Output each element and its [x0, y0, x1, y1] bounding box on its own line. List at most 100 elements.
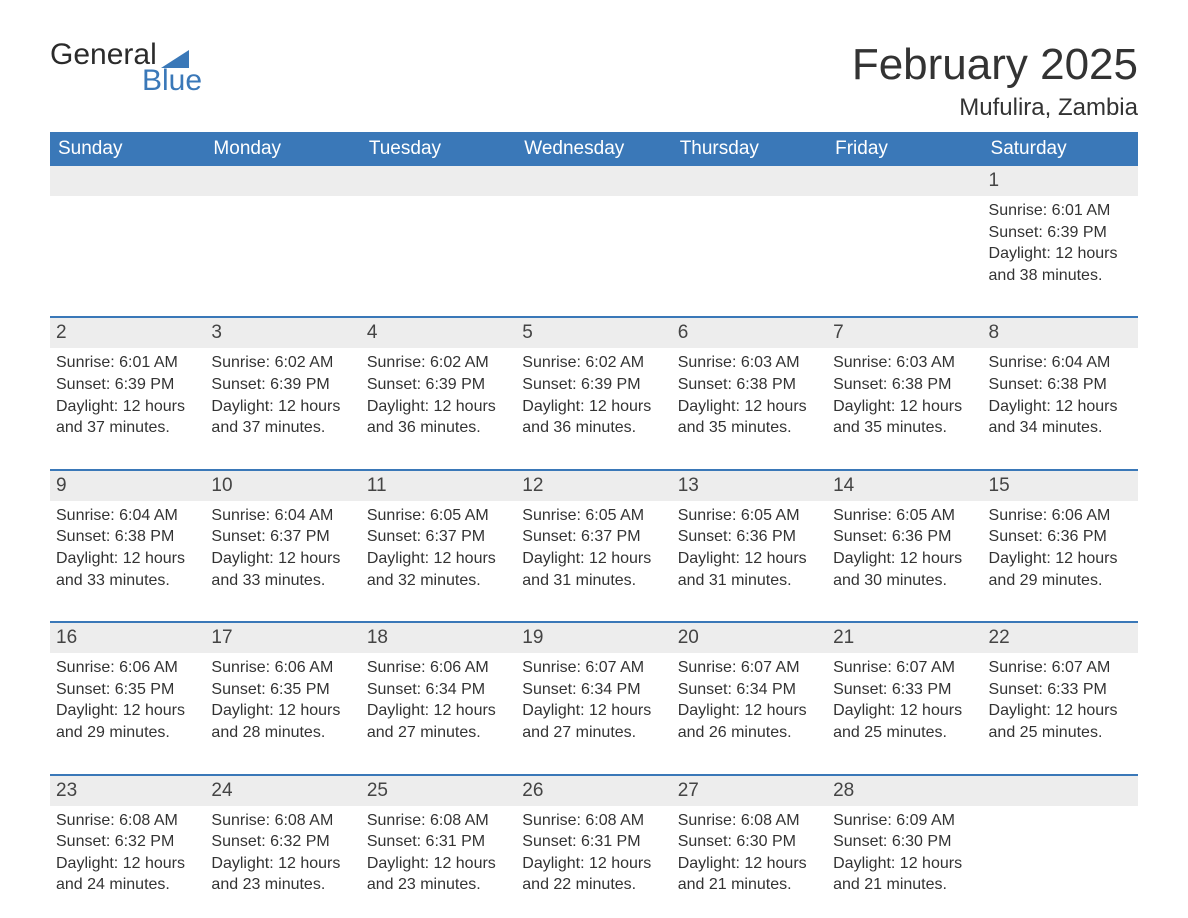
sunset-text: Sunset: 6:37 PM [211, 526, 354, 548]
day-number: 27 [672, 776, 827, 806]
day-number: 9 [50, 471, 205, 501]
day-number: 11 [361, 471, 516, 501]
day-number: 23 [50, 776, 205, 806]
daylight-text: Daylight: 12 hours and 27 minutes. [522, 700, 665, 743]
calendar-cell: 2Sunrise: 6:01 AMSunset: 6:39 PMDaylight… [50, 318, 205, 444]
daylight-text: Daylight: 12 hours and 30 minutes. [833, 548, 976, 591]
sunset-text: Sunset: 6:39 PM [56, 374, 199, 396]
day-info: Sunrise: 6:08 AMSunset: 6:32 PMDaylight:… [56, 810, 199, 896]
title-block: February 2025 Mufulira, Zambia [852, 40, 1138, 122]
day-info: Sunrise: 6:08 AMSunset: 6:30 PMDaylight:… [678, 810, 821, 896]
day-info: Sunrise: 6:08 AMSunset: 6:32 PMDaylight:… [211, 810, 354, 896]
calendar-cell [50, 166, 205, 292]
sunset-text: Sunset: 6:39 PM [211, 374, 354, 396]
calendar-cell [672, 166, 827, 292]
calendar-week: 16Sunrise: 6:06 AMSunset: 6:35 PMDayligh… [50, 621, 1138, 749]
day-number: 16 [50, 623, 205, 653]
calendar-cell: 27 Sunrise: 6:08 AMSunset: 6:30 PMDayligh… [672, 776, 827, 902]
day-info: Sunrise: 6:07 AMSunset: 6:34 PMDaylight:… [678, 657, 821, 743]
sunrise-text: Sunrise: 6:07 AM [678, 657, 821, 679]
daylight-text: Daylight: 12 hours and 34 minutes. [989, 396, 1132, 439]
day-number: 24 [205, 776, 360, 806]
sunset-text: Sunset: 6:39 PM [989, 222, 1132, 244]
calendar-cell: 23 Sunrise: 6:08 AMSunset: 6:32 PMDayligh… [50, 776, 205, 902]
calendar-cell: 10Sunrise: 6:04 AMSunset: 6:37 PMDayligh… [205, 471, 360, 597]
sunset-text: Sunset: 6:38 PM [833, 374, 976, 396]
daylight-text: Daylight: 12 hours and 29 minutes. [989, 548, 1132, 591]
calendar-cell: 24 Sunrise: 6:08 AMSunset: 6:32 PMDayligh… [205, 776, 360, 902]
calendar-cell [827, 166, 982, 292]
calendar-cell: 5Sunrise: 6:02 AMSunset: 6:39 PMDaylight… [516, 318, 671, 444]
sunrise-text: Sunrise: 6:09 AM [833, 810, 976, 832]
calendar-cell: 21Sunrise: 6:07 AMSunset: 6:33 PMDayligh… [827, 623, 982, 749]
day-info: Sunrise: 6:07 AMSunset: 6:34 PMDaylight:… [522, 657, 665, 743]
day-header: Wednesday [516, 132, 671, 166]
sunrise-text: Sunrise: 6:06 AM [211, 657, 354, 679]
sunrise-text: Sunrise: 6:02 AM [367, 352, 510, 374]
brand-word2: Blue [142, 66, 202, 96]
day-number: 15 [983, 471, 1138, 501]
daylight-text: Daylight: 12 hours and 23 minutes. [211, 853, 354, 896]
calendar-cell: 4Sunrise: 6:02 AMSunset: 6:39 PMDaylight… [361, 318, 516, 444]
sunset-text: Sunset: 6:34 PM [522, 679, 665, 701]
daylight-text: Daylight: 12 hours and 36 minutes. [522, 396, 665, 439]
calendar-cell: 16Sunrise: 6:06 AMSunset: 6:35 PMDayligh… [50, 623, 205, 749]
sunset-text: Sunset: 6:36 PM [678, 526, 821, 548]
day-number: 8 [983, 318, 1138, 348]
day-number: 12 [516, 471, 671, 501]
daylight-text: Daylight: 12 hours and 37 minutes. [211, 396, 354, 439]
day-number: 25 [361, 776, 516, 806]
header: General Blue February 2025 Mufulira, Zam… [50, 40, 1138, 122]
day-number: 19 [516, 623, 671, 653]
brand-logo: General Blue [50, 40, 202, 96]
sunset-text: Sunset: 6:30 PM [833, 831, 976, 853]
daylight-text: Daylight: 12 hours and 32 minutes. [367, 548, 510, 591]
calendar-cell: 11 Sunrise: 6:05 AMSunset: 6:37 PMDayligh… [361, 471, 516, 597]
calendar-cell [516, 166, 671, 292]
sunset-text: Sunset: 6:31 PM [367, 831, 510, 853]
day-info: Sunrise: 6:02 AMSunset: 6:39 PMDaylight:… [522, 352, 665, 438]
sunset-text: Sunset: 6:36 PM [833, 526, 976, 548]
sunset-text: Sunset: 6:39 PM [522, 374, 665, 396]
day-number: 1 [983, 166, 1138, 196]
daylight-text: Daylight: 12 hours and 26 minutes. [678, 700, 821, 743]
page-subtitle: Mufulira, Zambia [852, 94, 1138, 122]
day-info: Sunrise: 6:03 AMSunset: 6:38 PMDaylight:… [678, 352, 821, 438]
calendar-cell: 28Sunrise: 6:09 AMSunset: 6:30 PMDayligh… [827, 776, 982, 902]
calendar-cell: 9Sunrise: 6:04 AMSunset: 6:38 PMDaylight… [50, 471, 205, 597]
sunset-text: Sunset: 6:34 PM [367, 679, 510, 701]
day-info: Sunrise: 6:08 AMSunset: 6:31 PMDaylight:… [522, 810, 665, 896]
sunset-text: Sunset: 6:37 PM [367, 526, 510, 548]
calendar-cell: 15Sunrise: 6:06 AMSunset: 6:36 PMDayligh… [983, 471, 1138, 597]
daylight-text: Daylight: 12 hours and 31 minutes. [678, 548, 821, 591]
sunrise-text: Sunrise: 6:05 AM [367, 505, 510, 527]
sunrise-text: Sunrise: 6:04 AM [989, 352, 1132, 374]
calendar-cell: 17Sunrise: 6:06 AMSunset: 6:35 PMDayligh… [205, 623, 360, 749]
calendar-cell: 20Sunrise: 6:07 AMSunset: 6:34 PMDayligh… [672, 623, 827, 749]
sunset-text: Sunset: 6:37 PM [522, 526, 665, 548]
daylight-text: Daylight: 12 hours and 29 minutes. [56, 700, 199, 743]
sunset-text: Sunset: 6:34 PM [678, 679, 821, 701]
daylight-text: Daylight: 12 hours and 31 minutes. [522, 548, 665, 591]
day-info: Sunrise: 6:04 AMSunset: 6:37 PMDaylight:… [211, 505, 354, 591]
calendar-cell: 3Sunrise: 6:02 AMSunset: 6:39 PMDaylight… [205, 318, 360, 444]
calendar-cell: 1Sunrise: 6:01 AMSunset: 6:39 PMDaylight… [983, 166, 1138, 292]
daylight-text: Daylight: 12 hours and 35 minutes. [678, 396, 821, 439]
day-info: Sunrise: 6:02 AMSunset: 6:39 PMDaylight:… [211, 352, 354, 438]
day-info: Sunrise: 6:05 AMSunset: 6:37 PMDaylight:… [367, 505, 510, 591]
sunset-text: Sunset: 6:38 PM [56, 526, 199, 548]
sunset-text: Sunset: 6:33 PM [833, 679, 976, 701]
sunrise-text: Sunrise: 6:01 AM [56, 352, 199, 374]
day-number: 22 [983, 623, 1138, 653]
day-header: Monday [205, 132, 360, 166]
sunset-text: Sunset: 6:31 PM [522, 831, 665, 853]
day-number: 18 [361, 623, 516, 653]
day-number [50, 166, 205, 196]
calendar-cell: 26Sunrise: 6:08 AMSunset: 6:31 PMDayligh… [516, 776, 671, 902]
calendar-week: 23Sunrise: 6:08 AMSunset: 6:32 PMDayligh… [50, 774, 1138, 902]
day-number: 17 [205, 623, 360, 653]
calendar-cell: 8Sunrise: 6:04 AMSunset: 6:38 PMDaylight… [983, 318, 1138, 444]
calendar-cell [361, 166, 516, 292]
sunset-text: Sunset: 6:36 PM [989, 526, 1132, 548]
calendar-week: 2Sunrise: 6:01 AMSunset: 6:39 PMDaylight… [50, 316, 1138, 444]
